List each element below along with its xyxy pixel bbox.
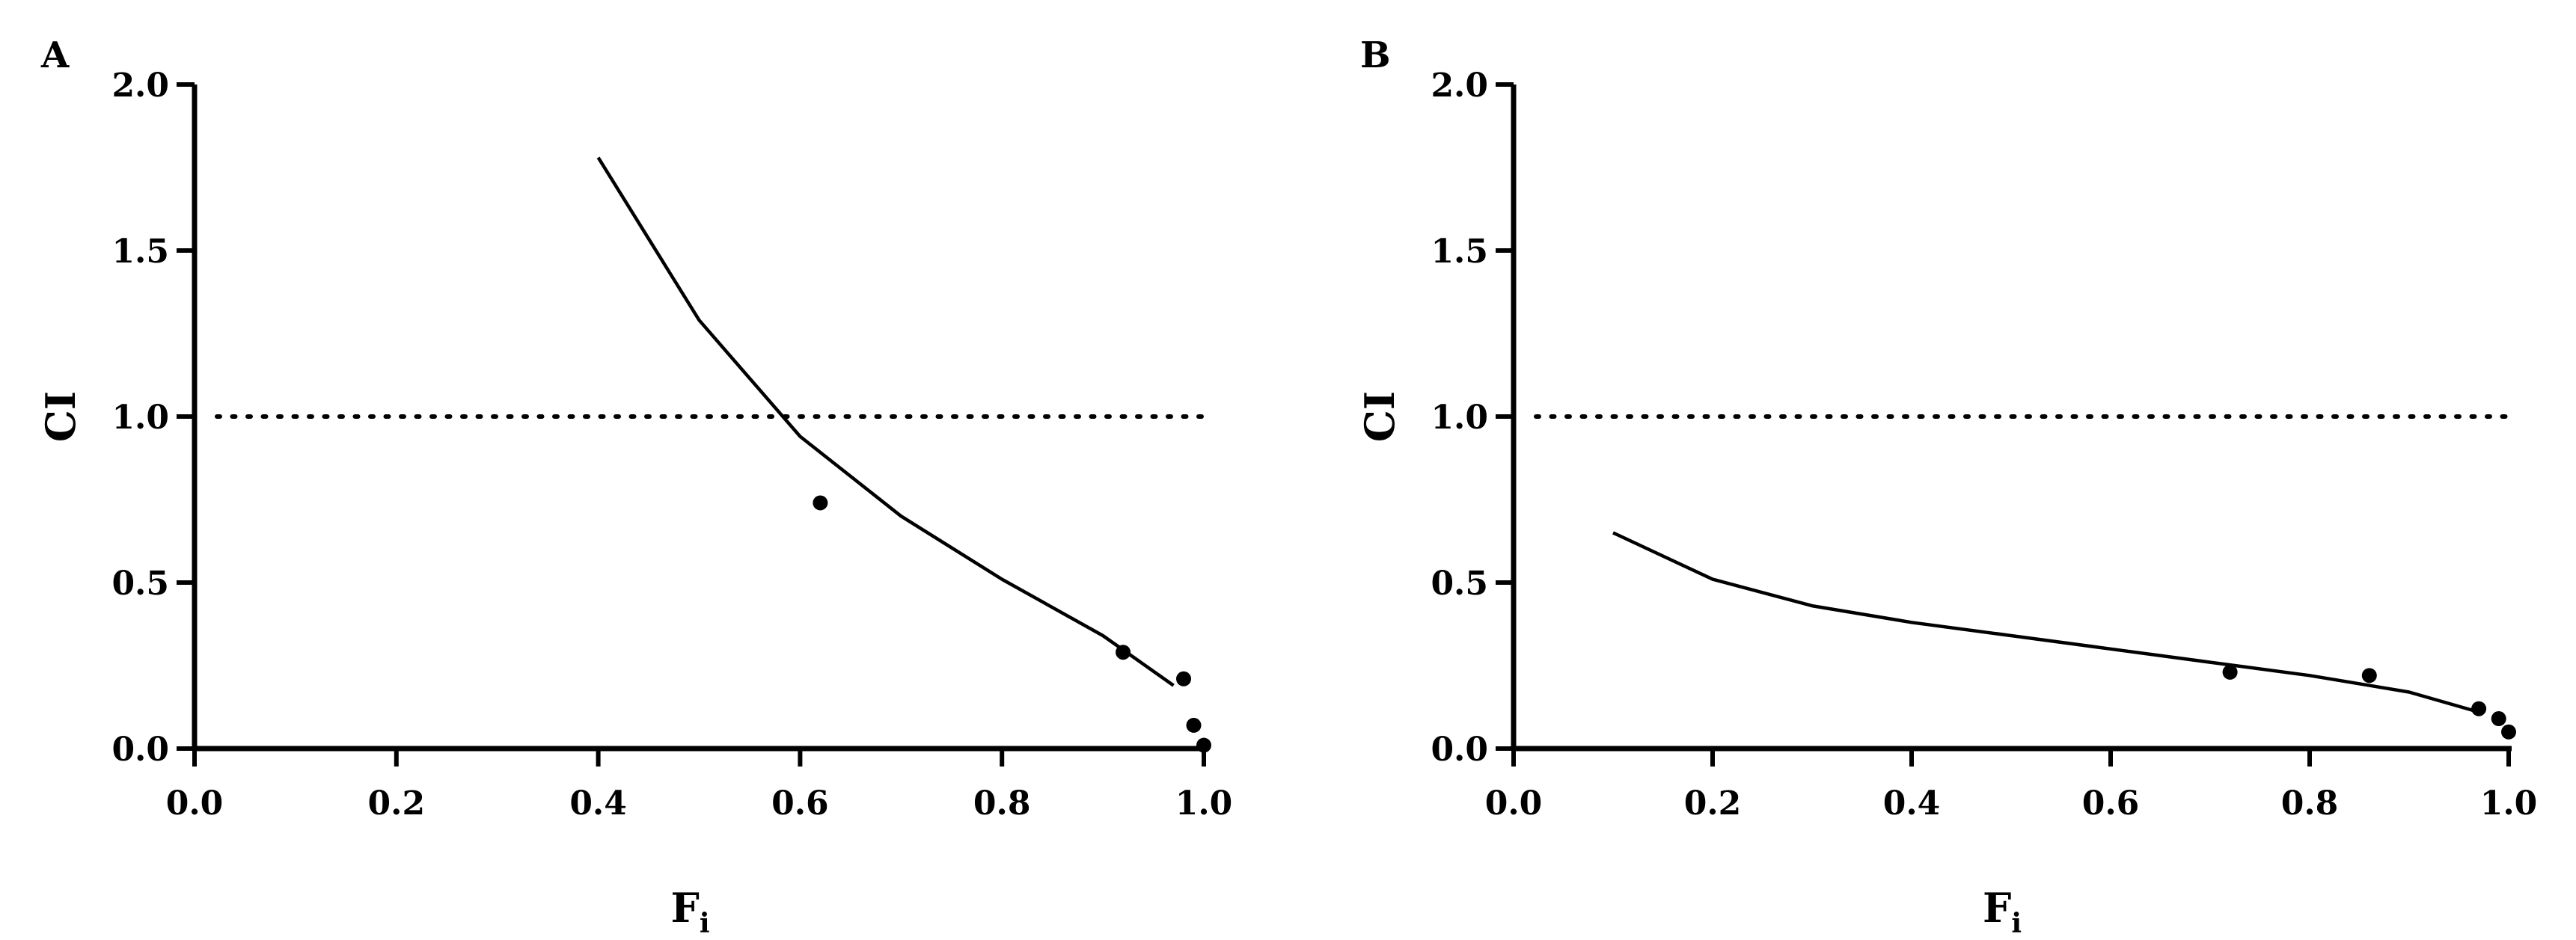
chart-a-svg: A 0.0 0.5 1.0 1.5 2.0 0.0 0.2 0.4 0.6 0.8 1.0 CI Fi xyxy=(37,34,1233,939)
x-tick-label: 0.6 xyxy=(2082,784,2140,823)
data-point xyxy=(813,495,828,511)
y-tick-label: 0.0 xyxy=(111,731,169,769)
x-tick-label: 0.8 xyxy=(2281,784,2339,823)
x-tick-label: 0.2 xyxy=(1684,784,1742,823)
data-point xyxy=(1116,645,1131,660)
x-axis-title-subscript: i xyxy=(700,908,710,939)
chart-panel-b: B 0.0 0.5 1.0 1.5 2.0 0.0 0.2 0.4 0.6 0.8 1.0 CI Fi xyxy=(1317,0,2576,940)
y-tick-label: 2.0 xyxy=(1431,67,1488,105)
data-point xyxy=(1196,737,1211,753)
x-axis-title-main: F xyxy=(670,884,699,932)
x-tick-label: 0.4 xyxy=(1883,784,1941,823)
panel-label: A xyxy=(40,34,70,76)
x-tick-label: 0.2 xyxy=(368,784,426,823)
x-axis-title-main: F xyxy=(1983,884,2011,932)
y-tick-label: 1.5 xyxy=(111,233,169,271)
data-point xyxy=(1186,717,1202,733)
y-axis-title: CI xyxy=(37,391,85,442)
x-tick-label: 0.4 xyxy=(569,784,627,823)
y-tick-label: 1.0 xyxy=(1431,399,1488,437)
x-tick-label: 0.8 xyxy=(973,784,1031,823)
y-tick-label: 1.0 xyxy=(111,399,169,437)
y-tick-label: 1.5 xyxy=(1431,233,1488,271)
data-point xyxy=(2491,711,2506,727)
data-point xyxy=(1176,671,1192,686)
x-tick-label: 1.0 xyxy=(1175,784,1233,823)
y-tick-label: 0.0 xyxy=(1431,731,1488,769)
panel-label: B xyxy=(1360,34,1391,76)
data-point xyxy=(2361,668,2377,684)
data-point xyxy=(2222,664,2238,680)
y-tick-label: 0.5 xyxy=(111,565,169,603)
chart-panel-a: A 0.0 0.5 1.0 1.5 2.0 0.0 0.2 0.4 0.6 0.8 1.0 CI Fi xyxy=(0,0,1287,940)
x-tick-label: 0.6 xyxy=(771,784,829,823)
y-axis-title: CI xyxy=(1356,391,1404,442)
data-point xyxy=(2501,724,2516,740)
x-tick-label: 0.0 xyxy=(166,784,224,823)
y-tick-label: 0.5 xyxy=(1431,565,1488,603)
chart-b-svg: B 0.0 0.5 1.0 1.5 2.0 0.0 0.2 0.4 0.6 0.8 1.0 CI Fi xyxy=(1356,34,2538,939)
series-line xyxy=(596,156,1175,687)
x-tick-label: 1.0 xyxy=(2480,784,2538,823)
x-axis-title: Fi xyxy=(670,884,709,939)
data-point xyxy=(2471,701,2487,716)
x-axis-title-subscript: i xyxy=(2011,908,2022,939)
series-line xyxy=(1612,531,2479,714)
x-tick-label: 0.0 xyxy=(1485,784,1543,823)
y-tick-label: 2.0 xyxy=(111,67,169,105)
x-axis-title: Fi xyxy=(1983,884,2022,939)
